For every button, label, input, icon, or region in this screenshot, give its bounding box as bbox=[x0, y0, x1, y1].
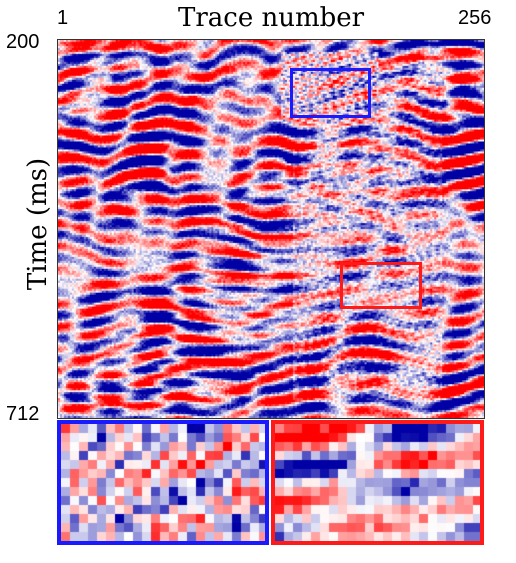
x-tick-end: 256 bbox=[458, 7, 492, 29]
x-tick-start: 1 bbox=[57, 7, 69, 29]
seismic-section-image bbox=[58, 40, 484, 418]
blue-zoom-panel bbox=[57, 420, 269, 545]
red-zoom-image bbox=[275, 424, 480, 541]
x-axis-title: Trace number bbox=[178, 3, 365, 33]
blue-zoom-marker bbox=[290, 68, 371, 118]
blue-zoom-image bbox=[61, 424, 265, 541]
red-zoom-panel bbox=[271, 420, 484, 545]
y-tick-end: 712 bbox=[6, 403, 40, 425]
y-tick-start: 200 bbox=[6, 31, 40, 53]
red-zoom-marker bbox=[340, 262, 422, 309]
y-axis-title: Time (ms) bbox=[23, 157, 53, 291]
seismic-section bbox=[57, 39, 485, 419]
